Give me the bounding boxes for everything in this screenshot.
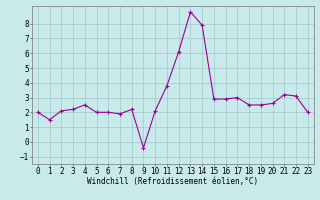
X-axis label: Windchill (Refroidissement éolien,°C): Windchill (Refroidissement éolien,°C): [87, 177, 258, 186]
